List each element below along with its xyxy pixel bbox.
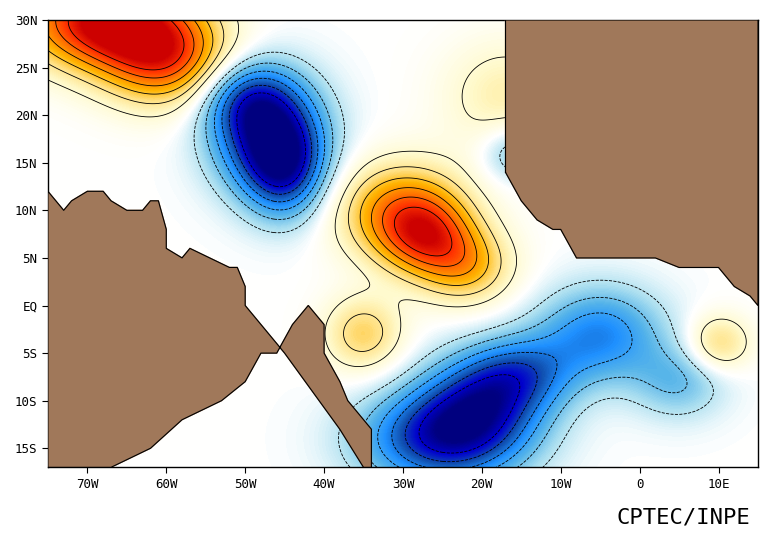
Polygon shape	[48, 192, 371, 468]
Text: CPTEC/INPE: CPTEC/INPE	[616, 507, 750, 527]
Polygon shape	[506, 20, 758, 306]
